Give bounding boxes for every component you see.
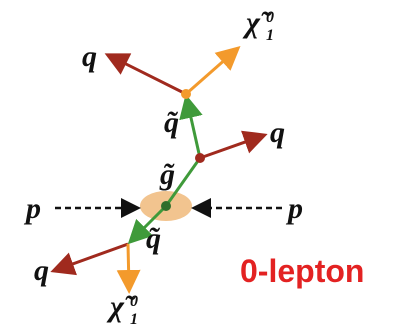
label-part: 0 [130,293,138,310]
label-part: 1 [266,27,274,44]
label: q̃ [164,106,179,139]
neutralino-line [186,50,236,94]
diagram: q χ̃01 q̃ q g̃ p p q̃ q χ̃01 0-lepton [0,0,410,331]
vertex [161,201,171,211]
quark-line [200,136,262,158]
label: q [270,116,285,149]
label-part: 0 [266,9,274,26]
squark-line [187,100,200,158]
label: q̃ [146,222,161,255]
label: q [34,254,49,287]
vertex [181,89,191,99]
label-part: 1 [130,311,138,328]
neutralino-label: χ̃01 [106,290,138,328]
quark-line [56,244,128,270]
label: q [82,40,97,73]
neutralino-line [128,244,129,288]
label: g̃ [159,158,175,191]
neutralino-label: χ̃01 [242,6,274,44]
caption: 0-lepton [240,253,364,289]
vertex [195,153,205,163]
quark-line [110,56,186,94]
label: p [285,192,303,225]
label: p [23,192,41,225]
